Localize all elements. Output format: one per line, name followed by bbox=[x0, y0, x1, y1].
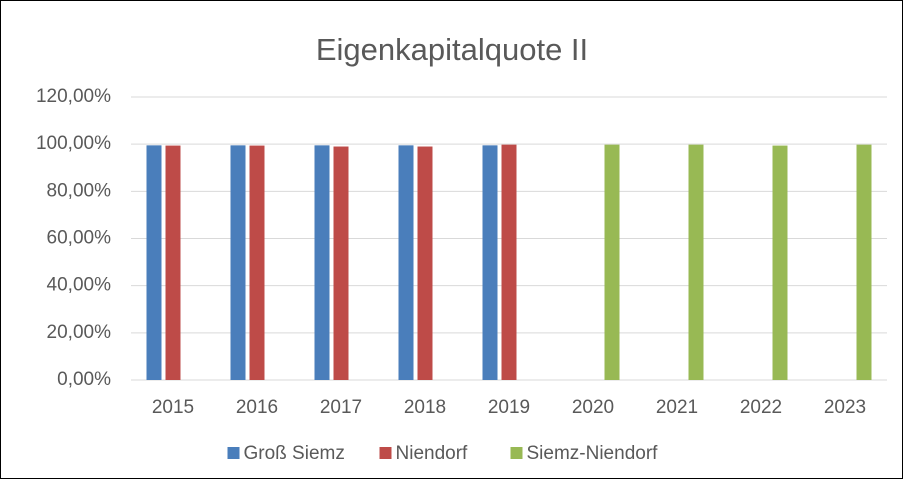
bar bbox=[501, 144, 517, 380]
y-tick-label: 60,00% bbox=[47, 228, 112, 249]
bar bbox=[482, 145, 498, 380]
legend-swatch bbox=[510, 447, 523, 459]
x-tick-label: 2022 bbox=[740, 397, 782, 418]
bar bbox=[398, 145, 414, 380]
x-tick-label: 2017 bbox=[320, 397, 362, 418]
x-tick-label: 2016 bbox=[236, 397, 278, 418]
legend-label: Siemz-Niendorf bbox=[527, 443, 659, 464]
legend-label: Groß Siemz bbox=[244, 443, 345, 464]
bar bbox=[146, 145, 162, 380]
y-tick-label: 100,00% bbox=[36, 133, 111, 154]
bar bbox=[856, 144, 872, 380]
y-tick-label: 40,00% bbox=[47, 275, 112, 296]
y-tick-label: 20,00% bbox=[47, 322, 112, 343]
y-tick-label: 80,00% bbox=[47, 180, 112, 201]
legend-label: Niendorf bbox=[396, 443, 469, 464]
x-tick-label: 2021 bbox=[656, 397, 698, 418]
legend-swatch bbox=[379, 447, 392, 459]
bar bbox=[230, 145, 246, 380]
x-tick-label: 2020 bbox=[572, 397, 614, 418]
bar bbox=[688, 144, 704, 380]
bar bbox=[314, 145, 330, 380]
y-tick-label: 0,00% bbox=[57, 369, 111, 390]
bar bbox=[604, 144, 620, 380]
bar bbox=[165, 145, 181, 380]
x-tick-label: 2015 bbox=[152, 397, 194, 418]
bar bbox=[417, 146, 433, 380]
legend-swatch bbox=[227, 447, 240, 459]
bar bbox=[249, 145, 265, 380]
bar bbox=[772, 145, 788, 380]
x-tick-label: 2023 bbox=[824, 397, 866, 418]
x-tick-label: 2018 bbox=[404, 397, 446, 418]
bar bbox=[333, 146, 349, 380]
x-tick-label: 2019 bbox=[488, 397, 530, 418]
chart-title: Eigenkapitalquote II bbox=[316, 32, 588, 67]
y-tick-label: 120,00% bbox=[36, 86, 111, 107]
